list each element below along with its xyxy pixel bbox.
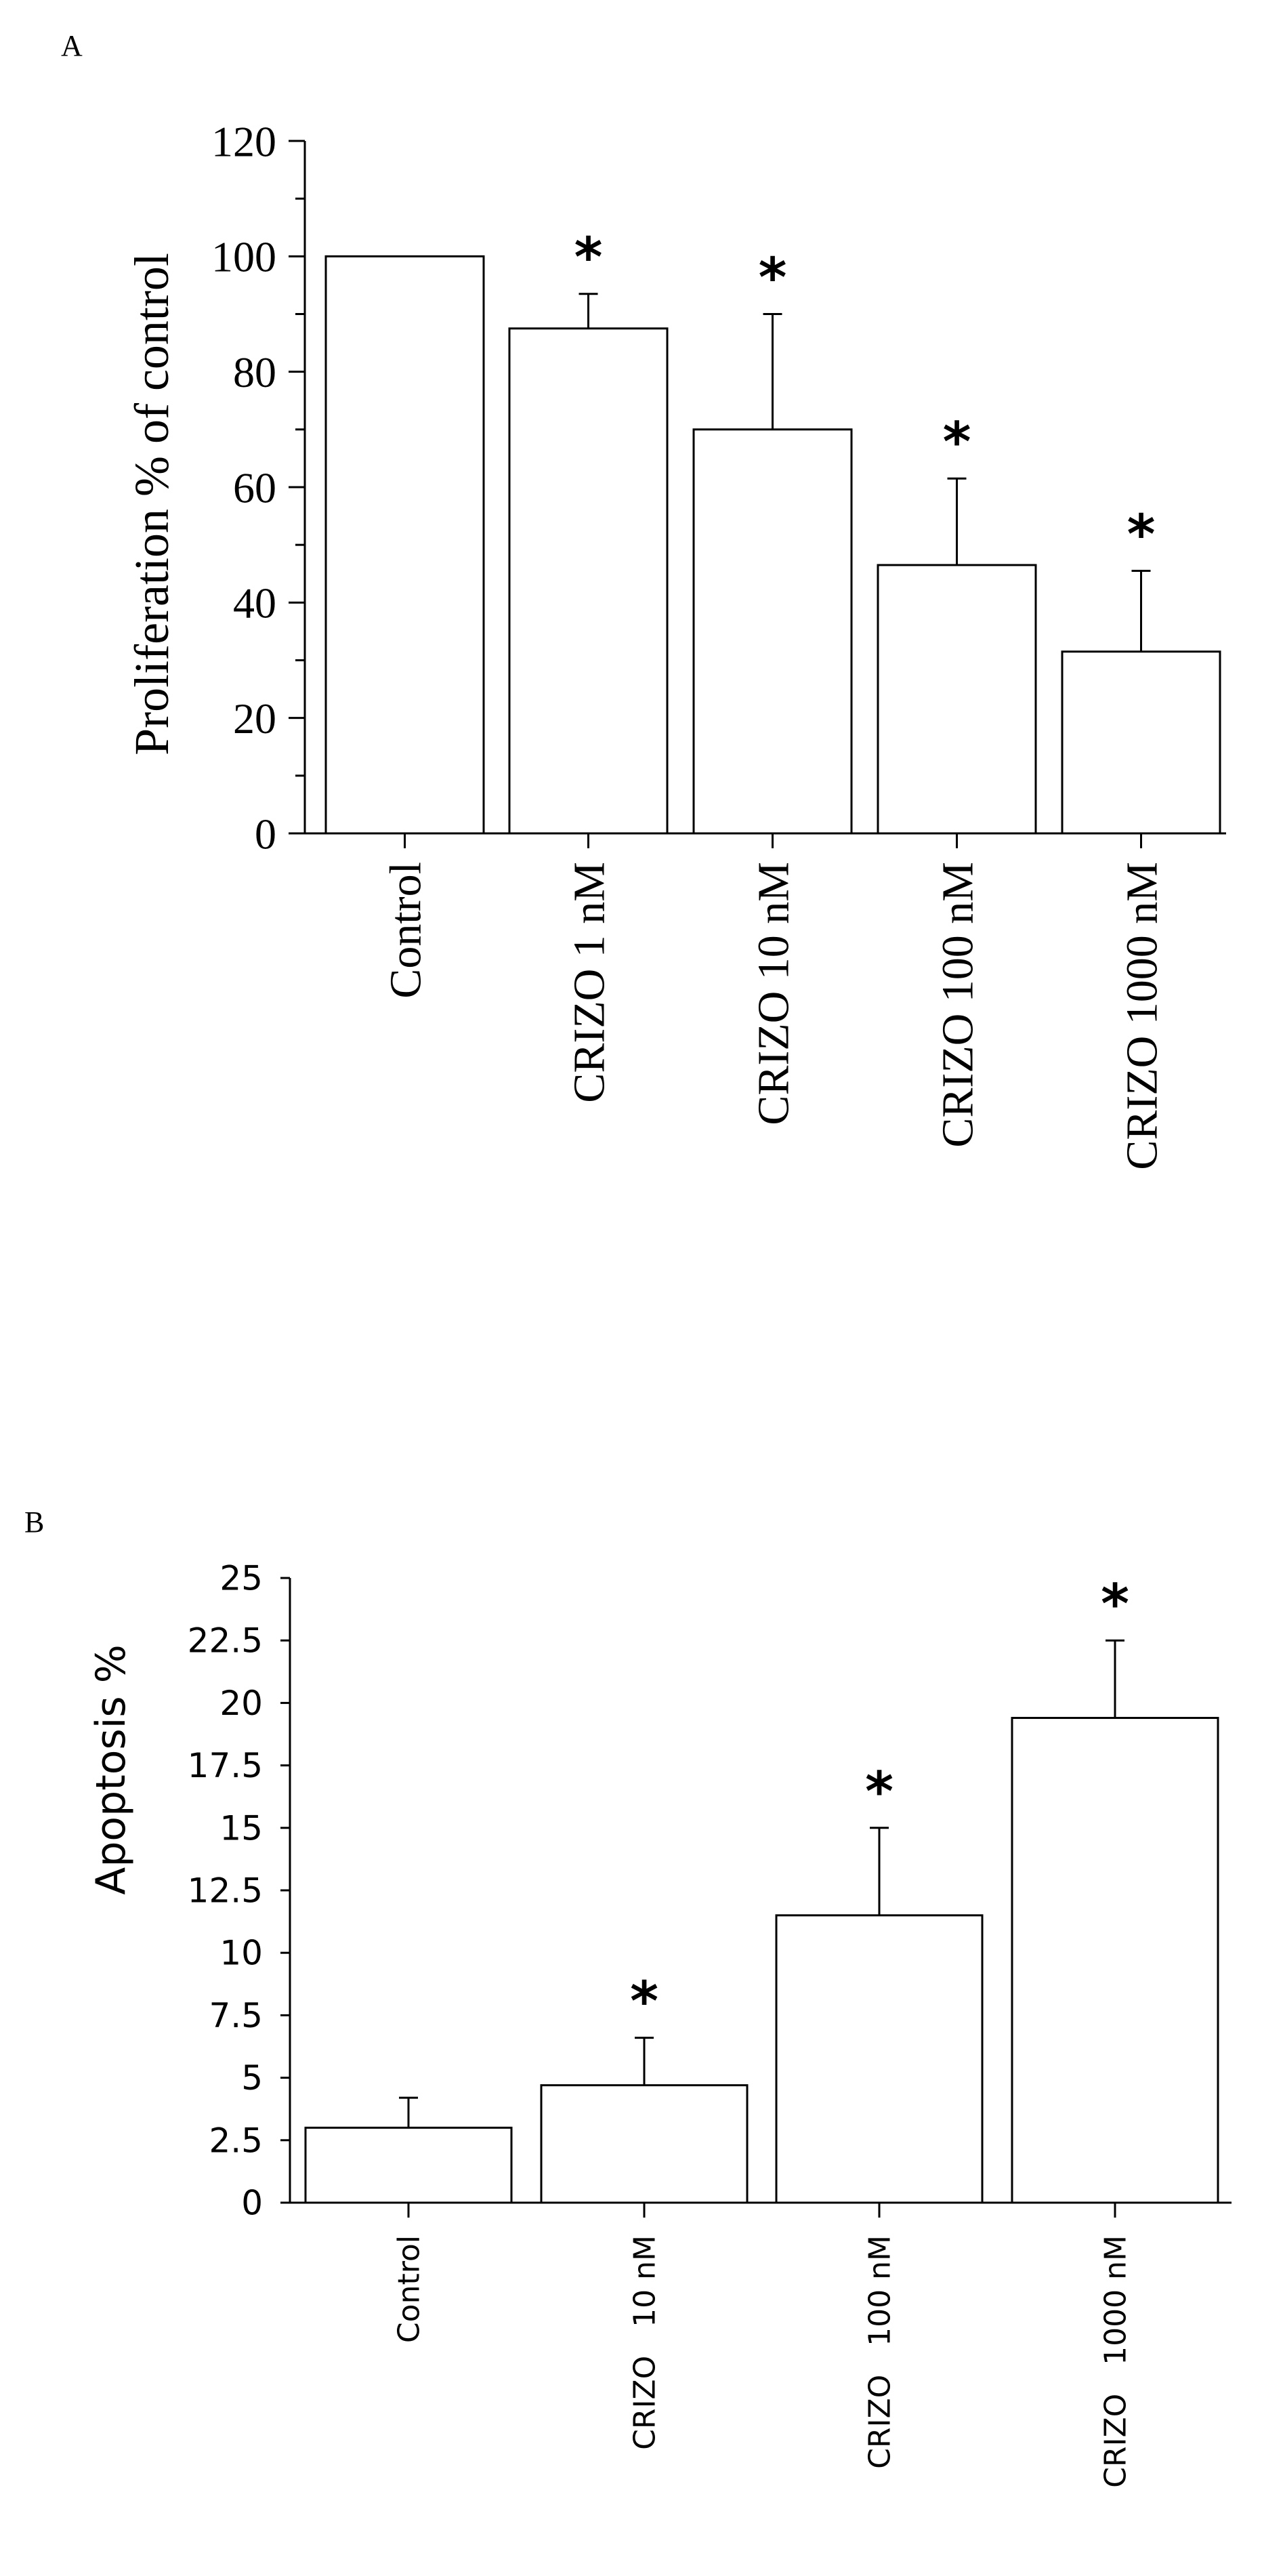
- panelA-y-tick-label: 120: [211, 117, 276, 165]
- panelB-category-label: Control: [392, 2235, 426, 2343]
- panelA-y-tick-label: 100: [211, 233, 276, 281]
- panelA-significance-star: *: [943, 411, 971, 474]
- panelB-y-tick-label: 12.5: [188, 1871, 263, 1911]
- panelB-significance-star: *: [630, 1970, 658, 2033]
- panelB-significance-star: *: [1101, 1573, 1129, 1636]
- panelA-y-tick-label: 60: [233, 463, 276, 512]
- panelA-bar-4: [1061, 650, 1221, 835]
- panelB-y-tick-label: 7.5: [209, 1996, 263, 2035]
- panelB-significance-star: *: [865, 1760, 893, 1823]
- panelA-y-tick-label: 0: [255, 810, 276, 858]
- panelA-category-label: CRIZO 100 nM: [933, 862, 983, 1148]
- panelA-category-label: Control: [381, 862, 431, 999]
- panel-a-ylabel: Proliferation % of control: [125, 253, 179, 755]
- panelA-significance-star: *: [574, 226, 603, 289]
- panelA-y-tick-label: 40: [233, 579, 276, 627]
- panelB-y-tick-label: 20: [219, 1684, 263, 1723]
- panel-b: B Apoptosis % 0 2.5 5 7.5 10 12.5 15 17.5 20 22.5…: [24, 1505, 1232, 2488]
- panelB-y-tick-label: 22.5: [188, 1621, 263, 1661]
- panelA-category-label: CRIZO 10 nM: [749, 862, 799, 1125]
- panel-b-labels: 0 2.5 5 7.5 10 12.5 15 17.5 20 22.5 25 Control * CRIZ…: [188, 1559, 1133, 2488]
- panelA-category-label: CRIZO 1 nM: [565, 862, 614, 1103]
- panelB-bar-2: [775, 1914, 984, 2204]
- panelA-y-tick-label: 20: [233, 694, 276, 743]
- panelB-bar-3: [1011, 1717, 1219, 2204]
- panelA-bar-2: [692, 428, 853, 835]
- panel-a-labels: 0 20 40 60 80 100 120 Control * CRIZO 1 nM * CRIZO …: [211, 117, 1167, 1169]
- panelA-bar-0: [324, 255, 485, 835]
- panelB-y-tick-label: 0: [241, 2184, 263, 2223]
- panelB-category-label: CRIZO 100 nM: [862, 2235, 897, 2469]
- panel-a: A Proliferation % of control 0 20 40 60 80 10…: [61, 29, 1226, 1170]
- panelA-bar-1: [508, 327, 669, 835]
- panel-b-bars: [304, 1639, 1219, 2204]
- panel-a-bars: [324, 255, 1221, 835]
- panelA-y-tick-label: 80: [233, 348, 276, 396]
- panelB-y-tick-label: 2.5: [209, 2121, 263, 2160]
- panel-b-label: B: [24, 1505, 44, 1539]
- panelB-y-tick-label: 25: [219, 1559, 263, 1598]
- panelB-y-tick-label: 15: [219, 1808, 263, 1848]
- panelA-significance-star: *: [1127, 503, 1156, 566]
- panelB-bar-1: [540, 2084, 749, 2204]
- panelB-category-label: CRIZO 1000 nM: [1098, 2235, 1133, 2488]
- panelB-y-tick-label: 10: [219, 1934, 263, 1973]
- panel-b-ylabel: Apoptosis %: [87, 1644, 135, 1894]
- panelA-significance-star: *: [759, 247, 787, 310]
- panelA-category-label: CRIZO 1000 nM: [1118, 862, 1167, 1170]
- panelA-bar-3: [877, 564, 1037, 835]
- panelB-y-tick-label: 5: [241, 2058, 263, 2098]
- panelB-bar-0: [304, 2126, 513, 2204]
- panelB-category-label: CRIZO 10 nM: [627, 2235, 662, 2450]
- panel-a-label: A: [61, 29, 83, 62]
- panelB-y-tick-label: 17.5: [188, 1746, 263, 1785]
